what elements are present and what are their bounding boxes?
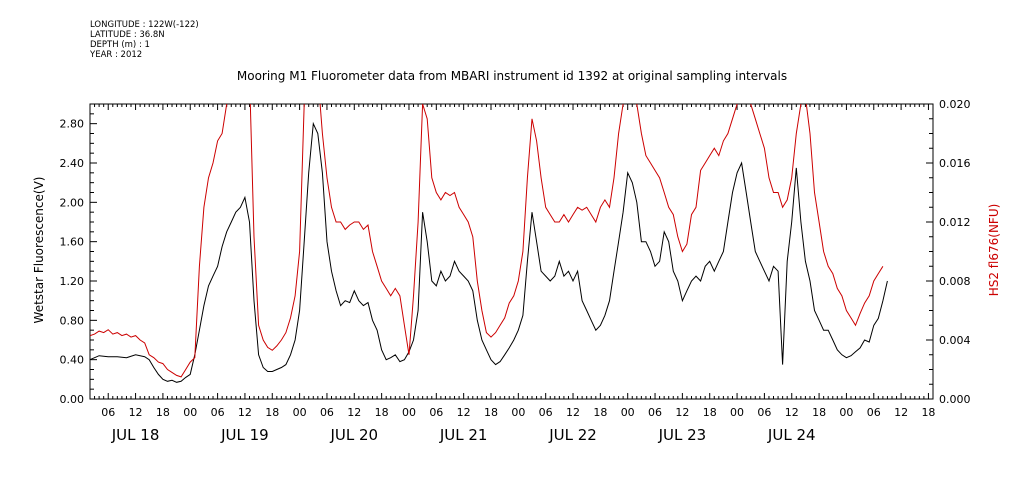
x-hour-label: 18 (156, 406, 170, 419)
latitude-label: LATITUDE : 36.8N (90, 30, 165, 40)
y-left-label: 2.40 (60, 157, 85, 170)
x-hour-label: 06 (101, 406, 115, 419)
y-left-label: 1.20 (60, 275, 85, 288)
x-hour-label: 12 (785, 406, 799, 419)
y-left-label: 2.80 (60, 118, 85, 131)
x-hour-label: 18 (265, 406, 279, 419)
x-hour-label: 06 (320, 406, 334, 419)
longitude-label: LONGITUDE : 122W(-122) (90, 20, 199, 30)
x-hour-label: 06 (211, 406, 225, 419)
x-day-label: JUL 18 (111, 426, 160, 444)
axis-tick-labels: 06 12 18 00 06 12 18 00 06 12 18 00 06 12 18 00 06 12 18 00… (60, 98, 971, 444)
x-hour-label: 12 (894, 406, 908, 419)
x-hour-label: 12 (566, 406, 580, 419)
depth-label: DEPTH (m) : 1 (90, 40, 150, 50)
y-right-label: 0.004 (939, 334, 971, 347)
y-right-label: 0.008 (939, 275, 971, 288)
x-hour-label: 12 (238, 406, 252, 419)
x-hour-label: 06 (539, 406, 553, 419)
x-hour-label: 06 (867, 406, 881, 419)
x-day-label: JUL 20 (329, 426, 378, 444)
x-day-label: JUL 19 (220, 426, 269, 444)
x-day-label: JUL 23 (658, 426, 707, 444)
x-hour-label: 00 (621, 406, 635, 419)
x-hour-label: 12 (675, 406, 689, 419)
y-right-label: 0.012 (939, 216, 971, 229)
x-hour-label: 12 (457, 406, 471, 419)
x-hour-label: 00 (839, 406, 853, 419)
x-hour-label: 18 (593, 406, 607, 419)
x-hour-label: 06 (757, 406, 771, 419)
y-left-label: 2.00 (60, 196, 85, 209)
x-hour-label: 18 (703, 406, 717, 419)
x-hour-label: 00 (293, 406, 307, 419)
x-hour-label: 12 (129, 406, 143, 419)
x-hour-label: 00 (183, 406, 197, 419)
x-hour-label: 00 (402, 406, 416, 419)
y-right-label: 0.016 (939, 157, 971, 170)
x-hour-label: 18 (812, 406, 826, 419)
metadata-block: LONGITUDE : 122W(-122) LATITUDE : 36.8N … (90, 20, 199, 60)
x-hour-label: 18 (375, 406, 389, 419)
x-hour-label: 06 (429, 406, 443, 419)
year-label: YEAR : 2012 (90, 50, 143, 60)
y-left-label: 0.80 (60, 314, 85, 327)
y-right-label: 0.020 (939, 98, 971, 111)
chart-title: Mooring M1 Fluorometer data from MBARI i… (237, 69, 787, 83)
y-left-label: 1.60 (60, 236, 85, 249)
y-left-label: 0.40 (60, 354, 85, 367)
x-day-label: JUL 24 (767, 426, 816, 444)
x-hour-label: 06 (648, 406, 662, 419)
y-left-label: 0.00 (60, 393, 85, 406)
axis-ticks (89, 103, 934, 400)
x-hour-label: 00 (511, 406, 525, 419)
x-hour-label: 18 (484, 406, 498, 419)
wetstar-series-line (90, 121, 888, 383)
x-day-label: JUL 22 (548, 426, 597, 444)
y-right-label: 0.000 (939, 393, 971, 406)
x-day-label: JUL 21 (439, 426, 488, 444)
y-axis-left-label: Wetstar Fluorescence(V) (32, 177, 46, 324)
x-hour-label: 00 (730, 406, 744, 419)
y-axis-right-label: HS2 fl676(NFU) (987, 204, 1001, 297)
data-series (90, 104, 888, 383)
x-hour-label: 12 (347, 406, 361, 419)
x-hour-label: 18 (921, 406, 935, 419)
hs2-series-line (90, 104, 884, 378)
